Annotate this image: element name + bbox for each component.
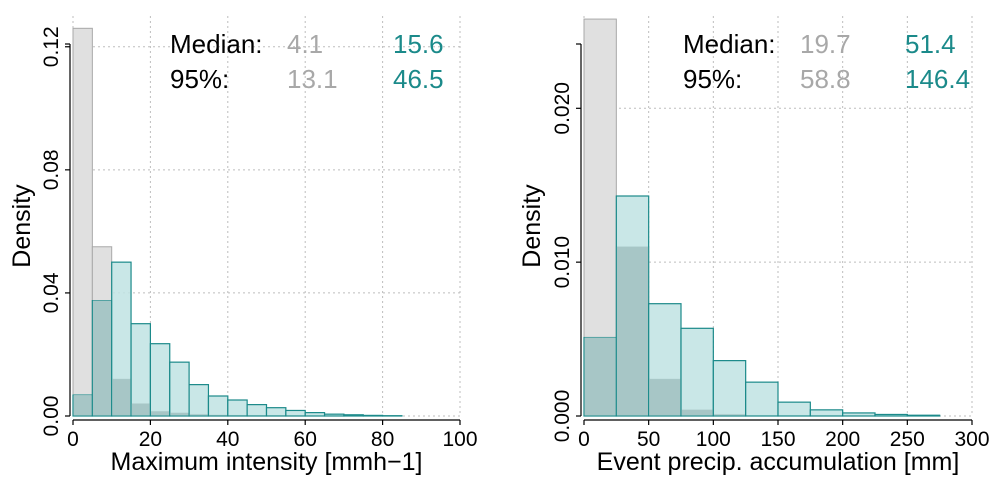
p95-label: 95%: [170, 64, 229, 94]
teal-bar [207, 395, 229, 417]
median-label: Median: [170, 29, 263, 59]
teal-bar [188, 384, 210, 417]
teal-bar [285, 409, 306, 417]
gray-bar [72, 27, 93, 417]
teal-histogram [72, 261, 403, 417]
teal-bar [304, 412, 326, 417]
teal-bar [745, 381, 779, 417]
overlap-bar [649, 379, 681, 416]
overlap-bar [73, 395, 92, 416]
overlap-bar [189, 414, 208, 416]
median-teal-value: 15.6 [393, 29, 444, 59]
x-tick-label: 100 [696, 428, 731, 451]
overlap-bar [151, 411, 170, 416]
p95-teal-value: 146.4 [905, 64, 970, 94]
teal-bar [362, 414, 384, 417]
teal-bar [874, 413, 908, 417]
teal-bar [842, 412, 876, 417]
teal-bar [246, 404, 268, 417]
overlap-bar [681, 409, 713, 416]
y-tick-label: 0.000 [551, 390, 574, 443]
tick-labels: 0 20 40 60 80 100 0.00 0.04 0.08 0.12 [40, 26, 478, 451]
teal-bar [323, 413, 345, 417]
median-label: Median: [683, 29, 776, 59]
x-tick-label: 60 [294, 428, 317, 451]
y-tick-label: 0.12 [40, 26, 63, 67]
y-tick-label: 0.010 [551, 236, 574, 289]
x-axis-label: Event precip. accumulation [mm] [597, 448, 960, 476]
panel-event-accumulation: 0 50 100 150 200 250 300 0.000 0.010 0.020 Event … [518, 16, 990, 476]
overlap-bar [92, 300, 112, 416]
median-teal-value: 51.4 [905, 29, 956, 59]
x-tick-label: 200 [825, 428, 860, 451]
x-tick-label: 100 [442, 428, 477, 451]
p95-teal-value: 46.5 [393, 64, 444, 94]
overlap-bar [713, 414, 746, 416]
x-tick-label: 20 [139, 428, 162, 451]
x-tick-label: 300 [954, 428, 989, 451]
x-tick-label: 50 [637, 428, 660, 451]
axes [576, 43, 973, 425]
teal-bar [712, 360, 747, 417]
panel-max-intensity: 0 20 40 60 80 100 0.00 0.04 0.08 0.12 Maximum int… [8, 16, 478, 476]
overlap-bar [584, 337, 616, 416]
tick-labels: 0 50 100 150 200 250 300 0.000 0.010 0.020 [551, 82, 990, 451]
y-tick-label: 0.04 [40, 272, 63, 313]
y-axis-label: Density [8, 184, 36, 268]
stats-annotation: Median: 19.7 51.4 95%: 58.8 146.4 [683, 29, 970, 94]
p95-gray-value: 13.1 [287, 64, 338, 94]
x-tick-label: 250 [890, 428, 925, 451]
stats-annotation: Median: 4.1 15.6 95%: 13.1 46.5 [170, 29, 444, 94]
p95-gray-value: 58.8 [800, 64, 851, 94]
teal-bar [227, 399, 248, 417]
teal-bar [906, 414, 941, 417]
x-tick-label: 150 [760, 428, 795, 451]
y-tick-label: 0.00 [40, 396, 63, 437]
x-tick-label: 0 [578, 428, 590, 451]
overlap-bar [131, 403, 150, 416]
y-axis-label: Density [518, 184, 546, 268]
axes [65, 43, 461, 425]
teal-bar [149, 343, 171, 417]
teal-bar [343, 414, 364, 417]
x-tick-label: 80 [371, 428, 394, 451]
overlap-bar [616, 246, 649, 416]
overlap-bar [112, 379, 131, 416]
teal-bar [265, 407, 287, 417]
teal-bar [777, 401, 811, 417]
overlap-bar [170, 412, 189, 416]
median-gray-value: 19.7 [800, 29, 851, 59]
y-tick-label: 0.08 [40, 149, 63, 190]
median-gray-value: 4.1 [287, 29, 323, 59]
teal-bar [680, 327, 714, 417]
x-tick-label: 0 [67, 428, 79, 451]
x-axis-label: Maximum intensity [mmh−1] [111, 448, 423, 476]
teal-bar [130, 323, 152, 417]
p95-label: 95%: [683, 64, 742, 94]
teal-bar [809, 409, 844, 417]
teal-bar [169, 361, 190, 417]
y-tick-label: 0.020 [551, 82, 574, 135]
x-tick-label: 40 [216, 428, 239, 451]
teal-histogram [583, 195, 941, 417]
